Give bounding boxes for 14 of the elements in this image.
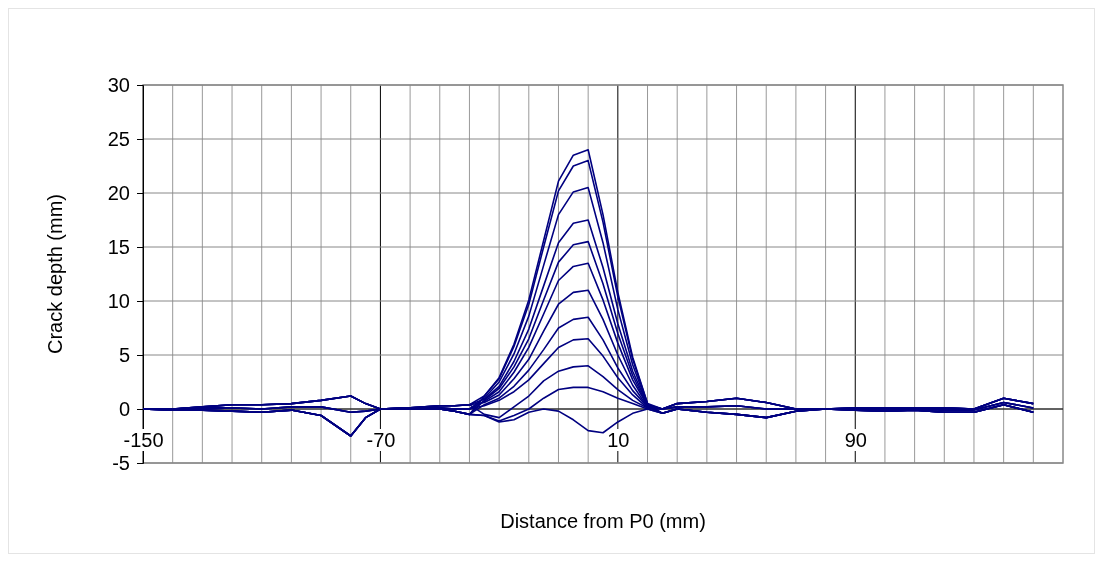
x-tick-label: 90 [844,429,867,451]
x-tick-label: -150 [123,429,164,451]
x-tick-label: -70 [366,429,396,451]
y-tick-label: 25 [107,127,130,150]
y-tick-label: 30 [107,73,130,96]
x-tick-label: 10 [607,429,630,451]
y-tick-label: 10 [107,289,130,312]
y-tick-label: 15 [107,235,130,258]
x-axis-title: Distance from P0 (mm) [500,510,706,532]
y-tick-label: 20 [107,181,130,204]
y-tick-label: 5 [118,343,130,366]
y-axis-title: Crack depth (mm) [44,193,66,355]
y-tick-label: 0 [118,397,130,420]
y-tick-label: -5 [112,451,130,474]
